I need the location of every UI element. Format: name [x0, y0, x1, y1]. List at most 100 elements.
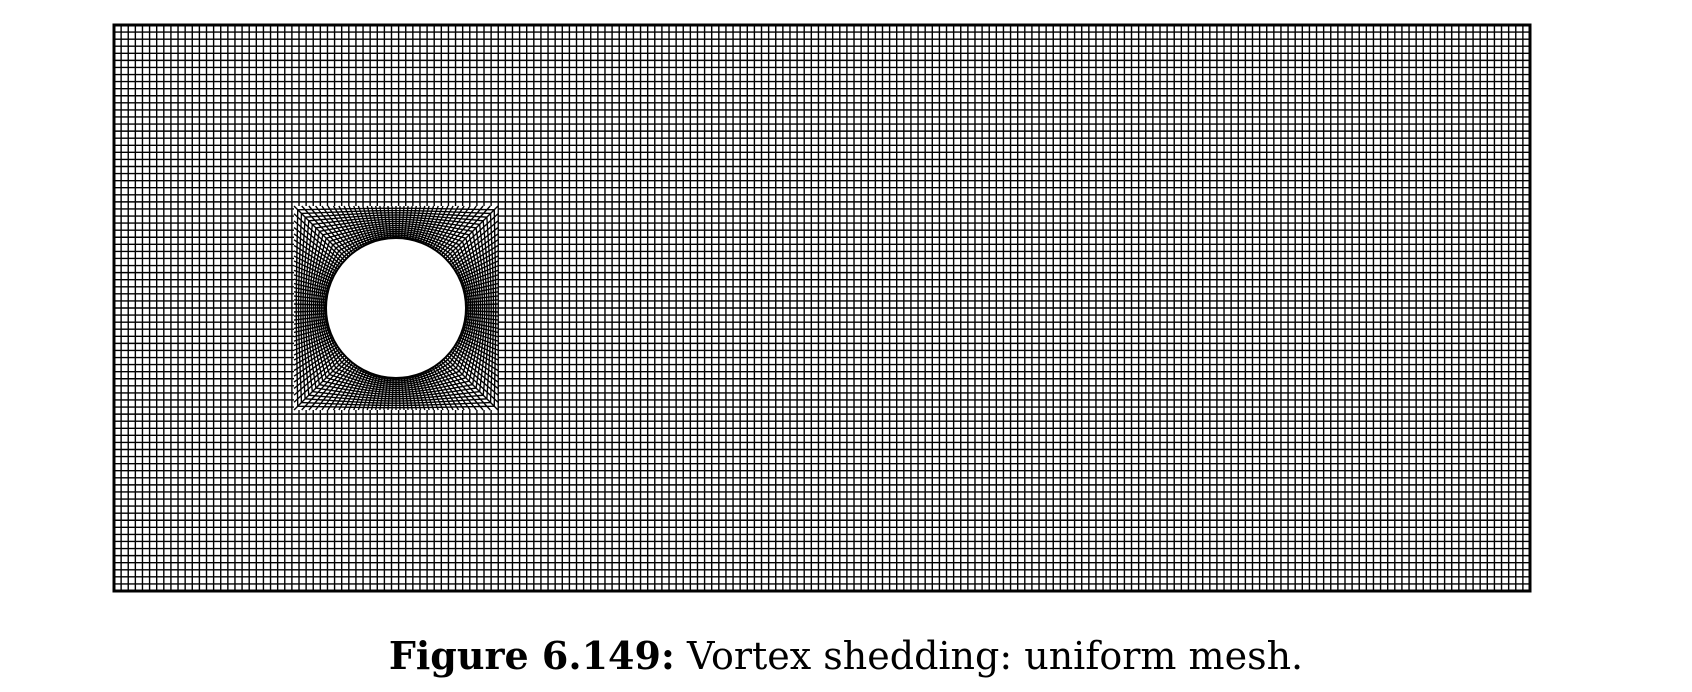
- mesh-line: [463, 326, 499, 338]
- mesh-line: [293, 341, 336, 366]
- mesh-line: [450, 350, 499, 389]
- mesh-line: [293, 255, 334, 277]
- mesh-line: [391, 377, 394, 411]
- mesh-line: [443, 205, 491, 258]
- figure-label: Figure 6.149:: [388, 633, 675, 678]
- mesh-line: [321, 364, 356, 411]
- mesh-line: [379, 205, 386, 239]
- figure-caption-text: Vortex shedding: uniform mesh.: [687, 634, 1304, 678]
- mesh-line: [463, 323, 499, 334]
- mesh-line: [462, 274, 499, 288]
- mesh-line: [327, 205, 358, 251]
- mesh-line: [293, 244, 337, 273]
- mesh-lines: [114, 25, 1530, 591]
- mesh-line: [293, 220, 344, 264]
- mesh-line: [370, 205, 381, 241]
- mesh-line: [293, 326, 329, 338]
- mesh-line: [327, 365, 358, 411]
- mesh-line: [443, 358, 491, 411]
- mesh-line: [419, 373, 435, 411]
- mesh-line: [293, 278, 329, 290]
- mesh-line: [438, 362, 477, 411]
- mesh-line: [293, 334, 332, 351]
- mesh-border: [112, 23, 1532, 593]
- mesh-line: [416, 374, 430, 411]
- mesh-line: [448, 352, 499, 396]
- mesh-line: [293, 269, 331, 285]
- mesh-line: [460, 265, 499, 282]
- mesh-line: [464, 287, 499, 296]
- mesh-line: [422, 372, 439, 411]
- mesh-line: [348, 371, 368, 411]
- mesh-line: [293, 227, 342, 266]
- mesh-line: [462, 328, 499, 342]
- mesh-line: [455, 244, 499, 273]
- mesh-line: [461, 331, 499, 347]
- mesh-line: [315, 362, 354, 411]
- mesh-line: [406, 205, 413, 239]
- mesh-line: [458, 339, 499, 361]
- mesh-line: [375, 376, 384, 411]
- mesh-line: [460, 334, 499, 351]
- mesh-line: [293, 346, 339, 377]
- mesh-line: [293, 315, 327, 321]
- mesh-line: [465, 303, 499, 306]
- mesh-line: [375, 205, 384, 240]
- mesh-line: [293, 318, 327, 325]
- mesh-line: [293, 282, 329, 293]
- mesh-line: [332, 367, 361, 411]
- mesh-line: [419, 205, 435, 243]
- mesh-line: [431, 205, 460, 249]
- mesh-line: [293, 339, 334, 361]
- mesh-line: [465, 312, 499, 317]
- mesh-line: [293, 250, 336, 275]
- mesh-line: [293, 357, 347, 411]
- mesh-line: [357, 373, 373, 411]
- mesh-line: [445, 357, 499, 411]
- mesh-line: [411, 375, 422, 411]
- mesh-line: [456, 250, 499, 275]
- mesh-line: [463, 282, 499, 293]
- mesh-line: [461, 269, 499, 285]
- mesh-line: [293, 310, 327, 313]
- mesh-line: [366, 375, 378, 411]
- mesh-line: [293, 299, 327, 304]
- cylinder-hole: [325, 237, 467, 379]
- mesh-line: [408, 376, 417, 411]
- mesh-line: [293, 320, 328, 329]
- mesh-line: [357, 205, 373, 243]
- mesh-line: [293, 343, 337, 372]
- mesh-line: [464, 320, 499, 329]
- mesh-line: [383, 377, 389, 411]
- mesh-line: [308, 205, 352, 256]
- mesh-line: [459, 336, 499, 356]
- mesh-line: [398, 205, 401, 239]
- mesh-line: [293, 336, 333, 356]
- mesh-line: [453, 239, 499, 270]
- mesh-line: [458, 255, 499, 277]
- mesh-line: [293, 348, 340, 383]
- mesh-line: [366, 205, 378, 241]
- mesh-line: [429, 205, 454, 248]
- mesh-line: [411, 205, 422, 241]
- mesh-line: [416, 205, 430, 242]
- mesh-line: [301, 358, 349, 411]
- mesh-line: [436, 205, 471, 252]
- mesh-line: [321, 205, 356, 252]
- mesh-line: [293, 323, 329, 334]
- mesh-line: [456, 341, 499, 366]
- mesh-line: [315, 205, 354, 254]
- mesh-line: [450, 227, 499, 266]
- mesh-line: [429, 368, 454, 411]
- mesh-line: [362, 374, 376, 411]
- mesh-line: [445, 205, 499, 259]
- mesh-line: [348, 205, 368, 245]
- mesh-line: [465, 315, 499, 321]
- mesh-line: [431, 367, 460, 411]
- mesh-line: [465, 291, 499, 298]
- mesh-line: [293, 355, 346, 403]
- mesh-line: [463, 278, 499, 290]
- mesh-line: [448, 220, 499, 264]
- mesh-line: [398, 377, 401, 411]
- mesh-line: [387, 377, 392, 411]
